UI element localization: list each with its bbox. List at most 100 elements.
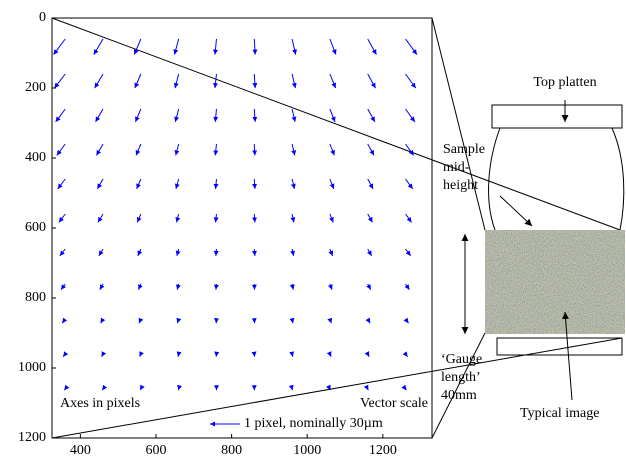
vector bbox=[254, 74, 255, 88]
vector bbox=[216, 249, 217, 256]
vector bbox=[368, 39, 377, 55]
vector bbox=[62, 319, 65, 323]
y-tick-label: 1000 bbox=[18, 360, 46, 375]
vector bbox=[330, 74, 336, 88]
vector bbox=[61, 284, 65, 290]
vector bbox=[175, 74, 179, 88]
vector bbox=[292, 249, 294, 256]
plot-frame bbox=[52, 18, 432, 438]
vector bbox=[406, 389, 407, 390]
vector bbox=[330, 109, 335, 122]
vector bbox=[60, 249, 65, 256]
vector bbox=[58, 179, 66, 189]
vector bbox=[254, 214, 255, 222]
vector bbox=[254, 39, 255, 55]
vector bbox=[292, 74, 295, 88]
vector bbox=[54, 39, 66, 55]
vector bbox=[59, 214, 65, 222]
vector bbox=[136, 144, 141, 155]
vector bbox=[406, 214, 412, 222]
vector bbox=[406, 284, 410, 290]
vector bbox=[406, 179, 413, 189]
y-tick-label: 0 bbox=[39, 10, 46, 25]
vector bbox=[175, 109, 178, 122]
vector bbox=[368, 319, 370, 323]
vector bbox=[216, 179, 217, 189]
vector bbox=[56, 109, 66, 122]
vector bbox=[216, 284, 217, 290]
vector bbox=[100, 284, 103, 290]
vector bbox=[292, 354, 293, 357]
vector bbox=[292, 109, 295, 122]
vector bbox=[57, 144, 65, 155]
vector bbox=[368, 109, 375, 122]
label: Top platten bbox=[533, 75, 596, 90]
label: Typical image bbox=[520, 406, 600, 421]
vector bbox=[102, 354, 104, 357]
vector bbox=[292, 39, 296, 55]
vector bbox=[94, 39, 103, 55]
vector bbox=[177, 249, 179, 256]
vector bbox=[330, 179, 334, 189]
y-tick-label: 1200 bbox=[18, 430, 46, 445]
vector bbox=[137, 179, 141, 189]
sample-outline bbox=[489, 128, 500, 230]
y-tick-label: 800 bbox=[25, 290, 46, 305]
y-tick-label: 200 bbox=[25, 80, 46, 95]
vector bbox=[177, 284, 179, 290]
vector-scale-label: Vector scale bbox=[360, 396, 428, 411]
vector bbox=[178, 354, 179, 357]
vector bbox=[140, 354, 141, 357]
vector bbox=[330, 39, 336, 55]
vector bbox=[330, 144, 335, 155]
bottom-platten bbox=[497, 338, 622, 355]
vector bbox=[330, 389, 331, 390]
vector bbox=[406, 354, 408, 357]
x-tick-label: 800 bbox=[221, 443, 242, 458]
vector bbox=[368, 354, 370, 357]
arrow bbox=[500, 196, 532, 226]
top-platten bbox=[492, 105, 622, 128]
vector bbox=[406, 144, 414, 155]
vector bbox=[368, 74, 376, 88]
vector bbox=[330, 319, 332, 323]
y-tick-label: 600 bbox=[25, 220, 46, 235]
vector bbox=[406, 39, 417, 55]
vector bbox=[406, 109, 415, 122]
x-tick-label: 1000 bbox=[293, 443, 321, 458]
vector bbox=[176, 179, 179, 189]
vector bbox=[406, 249, 411, 256]
vector bbox=[176, 144, 179, 155]
vector bbox=[134, 39, 141, 55]
vector bbox=[215, 39, 217, 55]
vector bbox=[174, 39, 178, 55]
vector bbox=[330, 354, 331, 357]
x-tick-label: 400 bbox=[70, 443, 91, 458]
vector bbox=[254, 109, 255, 122]
vector bbox=[368, 249, 372, 256]
figure: Top platten Samplemid-height ‘Gaugelengt… bbox=[0, 0, 626, 461]
sample-outline bbox=[612, 128, 624, 230]
vector bbox=[137, 214, 141, 222]
vector bbox=[96, 144, 103, 155]
vector-scale-text: 1 pixel, nominally 30µm bbox=[244, 416, 383, 431]
vector bbox=[98, 214, 103, 222]
zoom-line bbox=[432, 333, 485, 438]
vector bbox=[368, 179, 373, 189]
vector bbox=[368, 284, 371, 290]
zoom-line bbox=[52, 18, 620, 230]
vector bbox=[330, 284, 332, 290]
vector bbox=[215, 74, 217, 88]
vector bbox=[330, 249, 333, 256]
vector bbox=[330, 214, 333, 222]
vector bbox=[139, 319, 141, 323]
vector bbox=[216, 214, 217, 222]
vector bbox=[101, 319, 103, 323]
vector bbox=[138, 249, 141, 256]
axes-note: Axes in pixels bbox=[60, 396, 140, 411]
vector bbox=[406, 74, 416, 88]
vector bbox=[254, 249, 255, 256]
vector bbox=[215, 109, 216, 122]
y-tick-label: 400 bbox=[25, 150, 46, 165]
